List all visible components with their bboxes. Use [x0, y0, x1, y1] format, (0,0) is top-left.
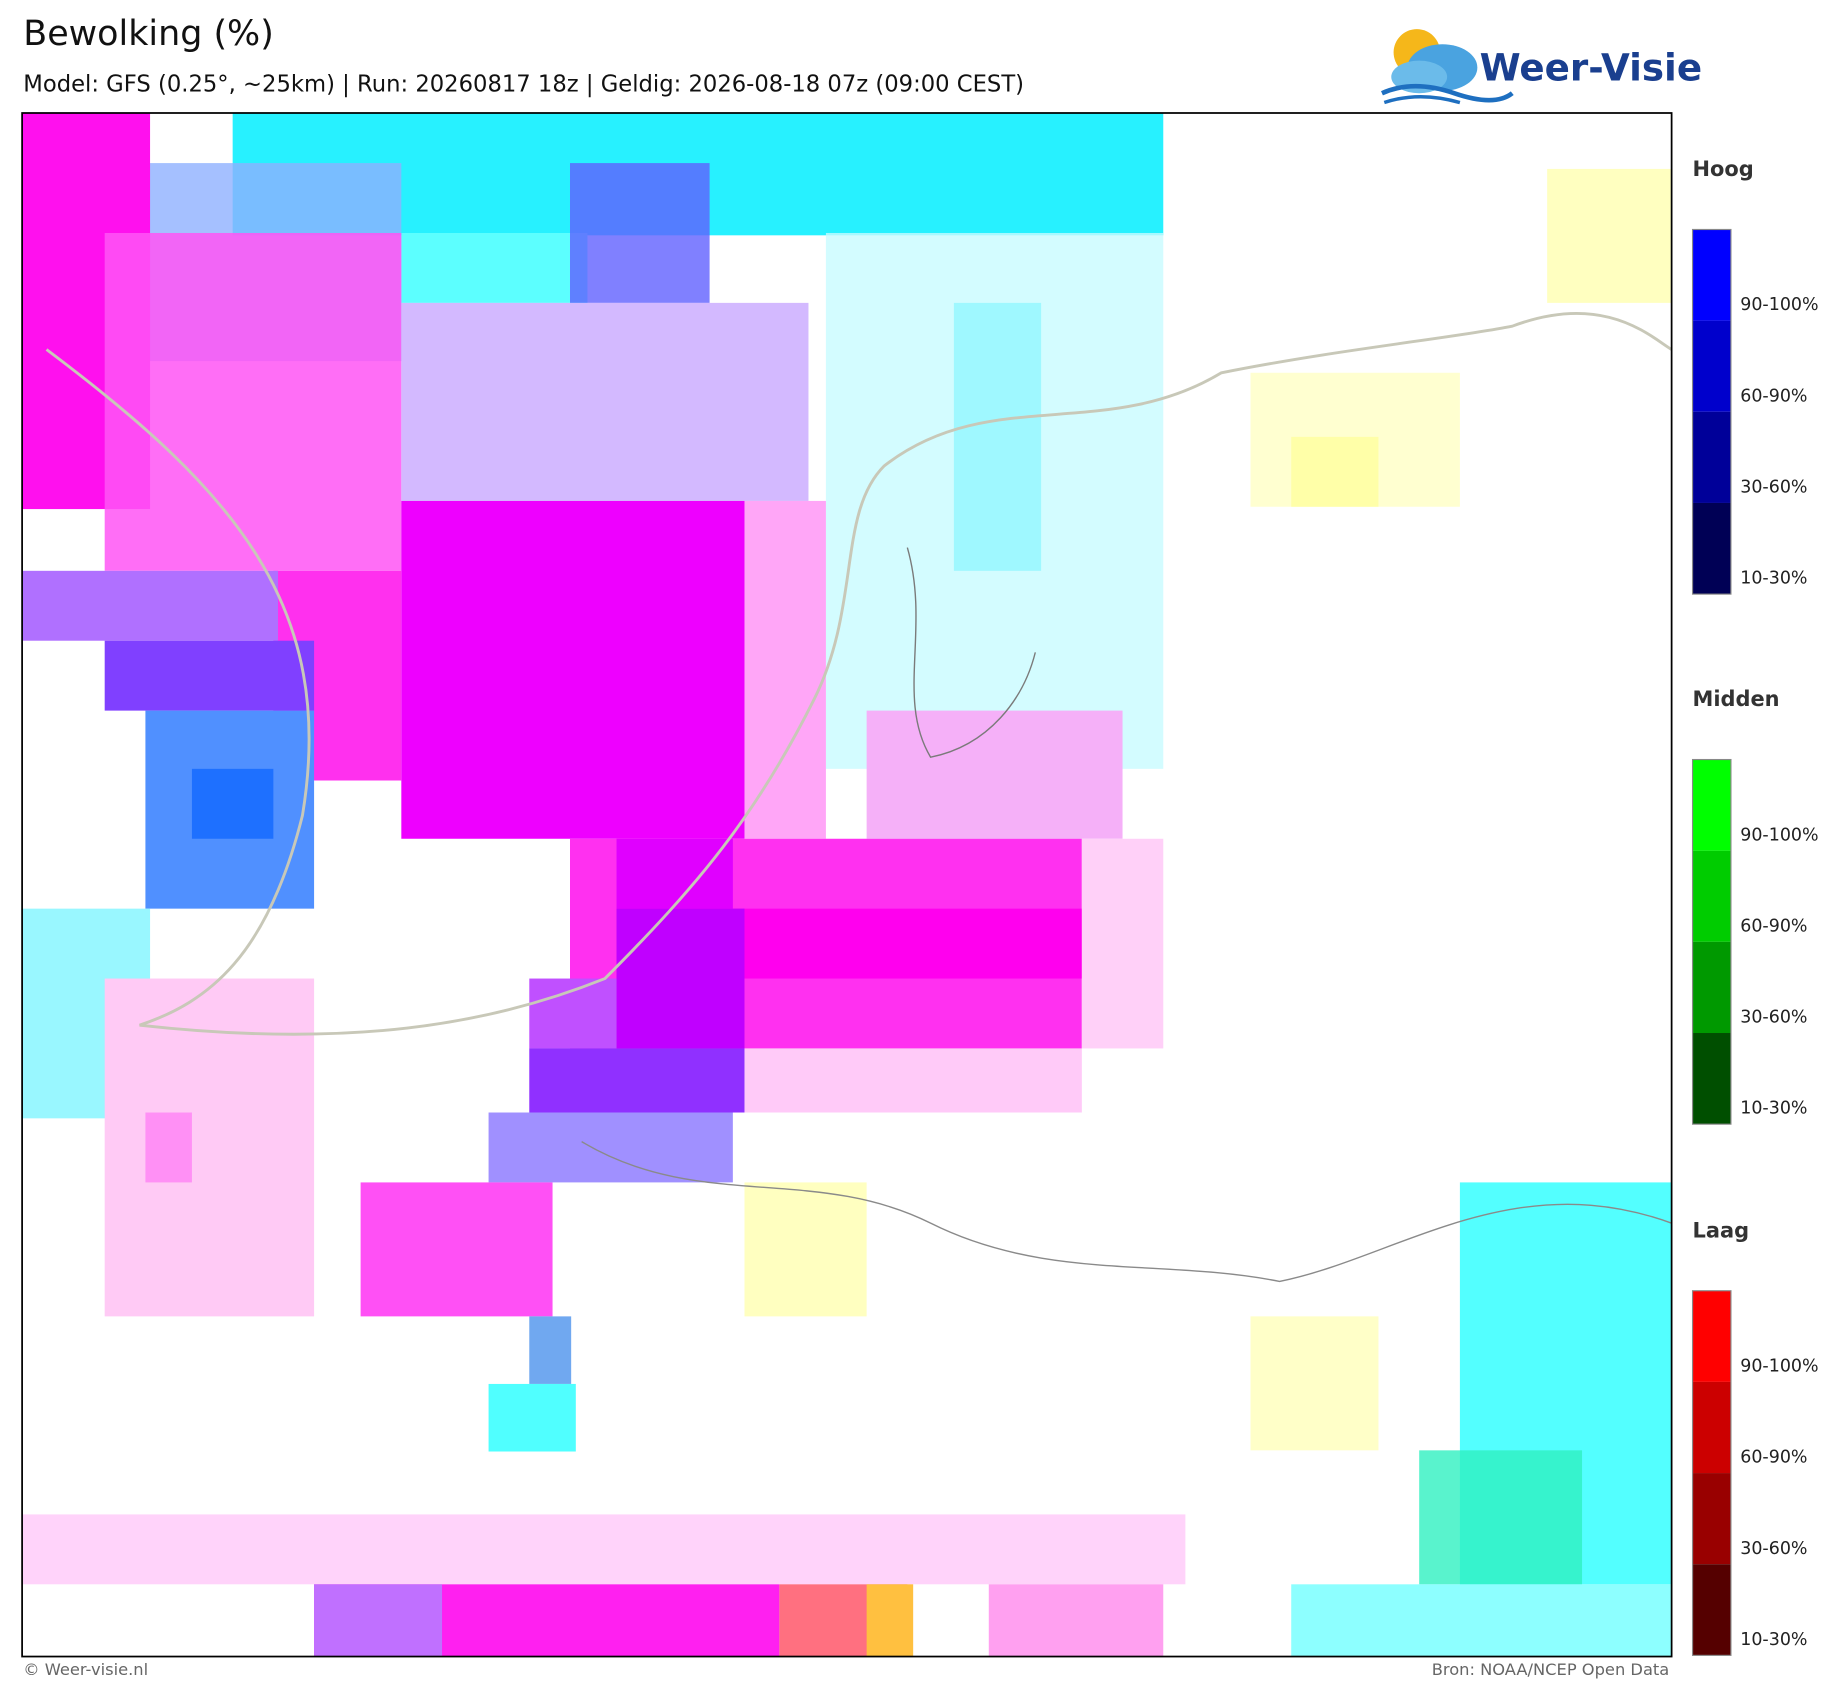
legend-swatch — [1692, 1033, 1731, 1125]
legend-swatch — [1692, 229, 1731, 321]
legend-label: 60-90% — [1740, 1448, 1807, 1468]
legend-border — [1691, 758, 1732, 1125]
legend-title: Laag — [1693, 1218, 1750, 1242]
legend-swatch — [1692, 320, 1731, 412]
legend-title: Midden — [1693, 687, 1780, 711]
legend-label: 60-90% — [1740, 916, 1807, 936]
legend-swatch — [1692, 1381, 1731, 1474]
subtitle: Model: GFS (0.25°, ~25km) | Run: 2026081… — [23, 72, 1024, 98]
legend-title: Hoog — [1693, 157, 1754, 181]
legend-swatch — [1692, 411, 1731, 503]
legend-border — [1691, 228, 1732, 595]
legend-label: 90-100% — [1740, 1356, 1818, 1376]
legend-label: 10-30% — [1740, 1630, 1807, 1650]
legend-swatch — [1692, 1564, 1731, 1656]
logo: Weer-Visie — [1381, 29, 1702, 105]
legend-swatch — [1692, 759, 1731, 851]
legend-border — [1691, 1290, 1732, 1656]
title: Bewolking (%) — [23, 14, 274, 54]
legend-label: 10-30% — [1740, 1099, 1807, 1119]
footer-left: © Weer-visie.nl — [23, 1660, 148, 1679]
legend-label: 30-60% — [1740, 1539, 1807, 1559]
legend: Hoog 90-100% 60-90% 30-60% 10-30% Midden 90-10… — [1691, 157, 1819, 1656]
legend-label: 90-100% — [1740, 295, 1818, 315]
footer-right: Bron: NOAA/NCEP Open Data — [1432, 1660, 1670, 1679]
legend-label: 60-90% — [1740, 386, 1807, 406]
legend-label: 90-100% — [1740, 825, 1818, 845]
legend-swatch — [1692, 502, 1731, 595]
legend-label: 30-60% — [1740, 478, 1807, 498]
legend-label: 30-60% — [1740, 1008, 1807, 1028]
legend-swatch — [1692, 1290, 1731, 1382]
cloud-field — [22, 112, 1672, 1657]
legend-label: 10-30% — [1740, 569, 1807, 589]
logo-text: Weer-Visie — [1480, 45, 1702, 89]
legend-swatch — [1692, 1473, 1731, 1565]
legend-swatch — [1692, 941, 1731, 1034]
map-frame — [21, 112, 1673, 1658]
legend-swatch — [1692, 850, 1731, 942]
